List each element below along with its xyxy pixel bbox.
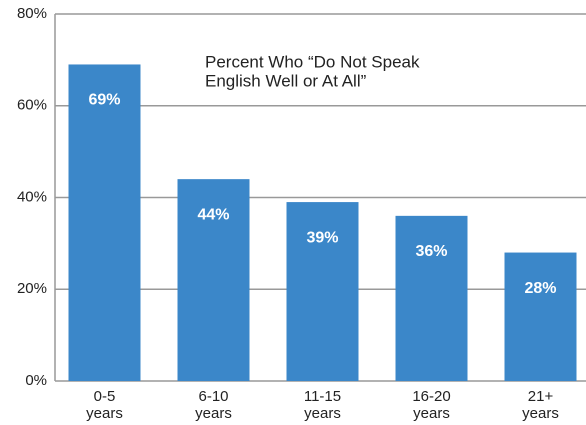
chart-title: English Well or At All” [205, 71, 367, 90]
bar [504, 252, 577, 381]
bar [68, 64, 141, 382]
bar [177, 179, 250, 381]
x-tick-label: 16-20 years [412, 388, 450, 422]
value-label: 69% [88, 92, 120, 109]
bars: 69% 0-5 years 44% 6-10 years 39% 11-15 years 36% 1… [68, 64, 577, 422]
x-tick-label: 6-10 years [195, 388, 232, 422]
x-tick-label: 21+ years [522, 388, 559, 422]
y-tick-label: 40% [17, 188, 47, 205]
chart-title: Percent Who “Do Not Speak [205, 52, 420, 71]
y-tick-label: 0% [25, 372, 47, 389]
y-tick-label: 20% [17, 280, 47, 297]
value-label: 44% [197, 206, 229, 223]
y-tick-label: 60% [17, 97, 47, 114]
value-label: 36% [415, 243, 447, 260]
y-tick-label: 80% [17, 5, 47, 22]
x-tick-label: 11-15 years [304, 388, 341, 422]
x-tick-label: 0-5 years [86, 388, 123, 422]
value-label: 39% [306, 229, 338, 246]
bar [286, 202, 359, 381]
value-label: 28% [524, 280, 556, 297]
bar [395, 215, 468, 381]
